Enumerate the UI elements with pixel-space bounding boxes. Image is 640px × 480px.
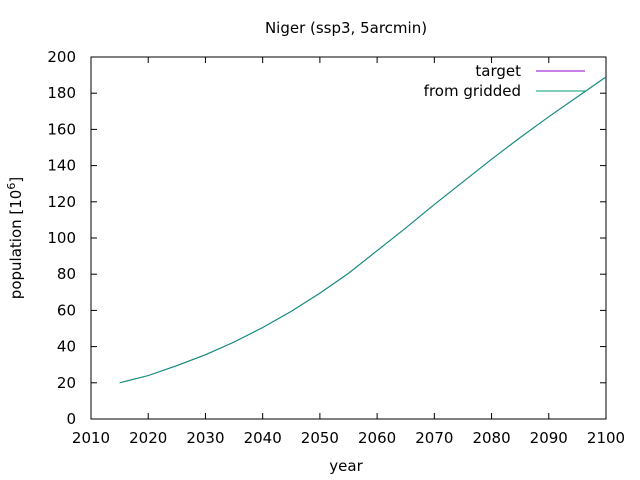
y-tick-label: 0 bbox=[66, 410, 76, 428]
x-tick-label: 2050 bbox=[301, 429, 339, 447]
y-tick-label: 200 bbox=[47, 48, 76, 66]
x-tick-label: 2090 bbox=[530, 429, 568, 447]
x-tick-label: 2070 bbox=[415, 429, 453, 447]
y-axis-label-exponent: 6 bbox=[5, 183, 18, 190]
y-tick-label: 160 bbox=[47, 120, 76, 138]
y-axis-label-main: population [10 bbox=[7, 190, 25, 300]
x-tick-label: 2020 bbox=[129, 429, 167, 447]
y-axis-label-close: ] bbox=[7, 177, 25, 183]
y-tick-label: 120 bbox=[47, 193, 76, 211]
plot-border bbox=[90, 56, 607, 420]
chart-title: Niger (ssp3, 5arcmin) bbox=[265, 19, 427, 37]
axes: 2010 2020 2030 2040 2050 2060 2070 2080 2090 2100… bbox=[47, 48, 625, 447]
y-tick-label: 40 bbox=[57, 338, 76, 356]
y-tick-label: 20 bbox=[57, 374, 76, 392]
x-tick-label: 2040 bbox=[244, 429, 282, 447]
y-tick-label: 60 bbox=[57, 301, 76, 319]
x-tick-label: 2030 bbox=[186, 429, 224, 447]
x-tick-label: 2060 bbox=[358, 429, 396, 447]
x-tick-label: 2010 bbox=[72, 429, 110, 447]
legend-label-2: from gridded bbox=[424, 82, 521, 100]
x-tick-label: 2100 bbox=[587, 429, 625, 447]
series-line-1 bbox=[119, 76, 607, 384]
x-axis-label: year bbox=[329, 457, 363, 475]
y-tick-label: 180 bbox=[47, 84, 76, 102]
series-line-2 bbox=[119, 76, 607, 384]
y-axis-label: population [106] bbox=[5, 177, 25, 299]
y-tick-label: 100 bbox=[47, 229, 76, 247]
legend: target from gridded bbox=[424, 62, 585, 100]
series-layer bbox=[119, 76, 607, 384]
x-tick-label: 2080 bbox=[472, 429, 510, 447]
y-tick-label: 80 bbox=[57, 265, 76, 283]
y-tick-label: 140 bbox=[47, 157, 76, 175]
legend-label-1: target bbox=[475, 62, 521, 80]
